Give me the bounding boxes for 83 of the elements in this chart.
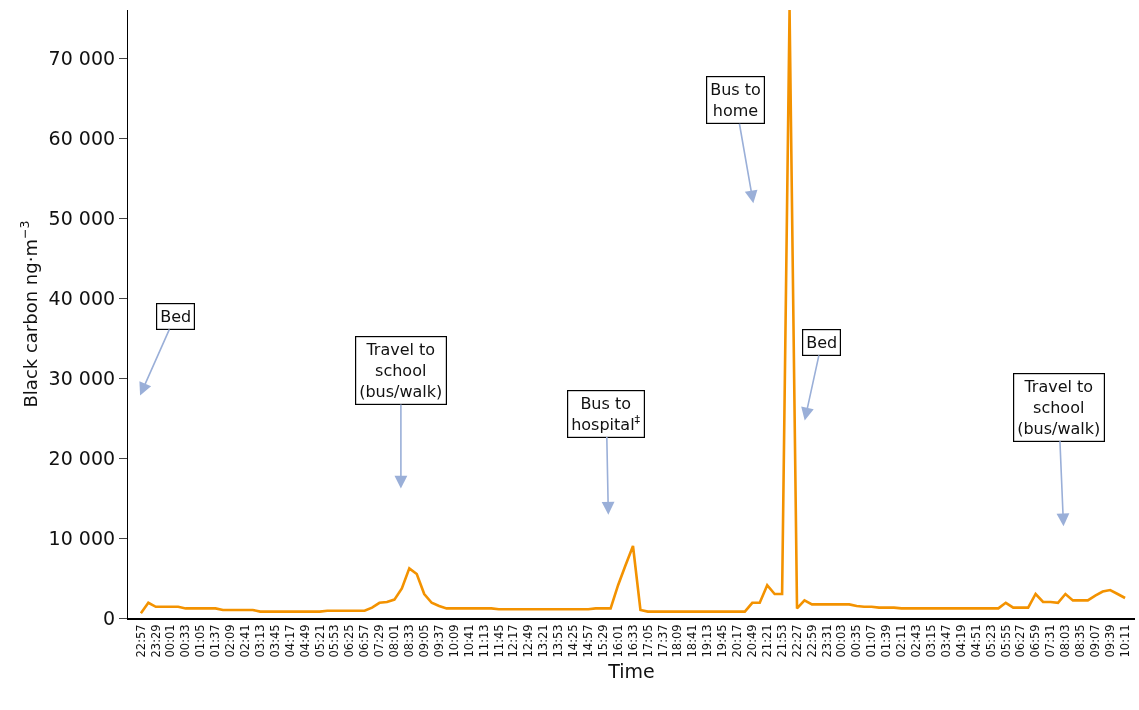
- x-axis-title: Time: [607, 659, 655, 682]
- x-tick-label: 08:35: [1073, 624, 1088, 658]
- x-tick-label: 04:19: [953, 624, 968, 658]
- x-tick-label: 19:45: [715, 624, 730, 658]
- x-tick-label: 16:01: [610, 624, 625, 658]
- x-tick-label: 00:03: [834, 624, 849, 658]
- annotation: Bed: [806, 333, 838, 353]
- annotation: Travel to school (bus/walk): [359, 340, 443, 401]
- x-tick-label: 20:17: [730, 624, 745, 658]
- x-tick-label: 21:21: [759, 624, 774, 658]
- x-tick-label: 17:05: [640, 624, 655, 658]
- x-tick-label: 02:41: [238, 624, 253, 658]
- x-tick-label: 17:37: [655, 624, 670, 658]
- y-tick-label: 20 000: [48, 446, 116, 469]
- x-tick-label: 22:27: [789, 624, 804, 658]
- x-tick-label: 06:59: [1028, 624, 1043, 658]
- y-tick-label: 40 000: [48, 286, 116, 309]
- x-tick-label: 18:41: [685, 624, 700, 658]
- x-tick-label: 00:33: [178, 624, 193, 658]
- x-tick-label: 03:13: [252, 624, 267, 658]
- x-tick-label: 02:43: [909, 624, 924, 658]
- x-tick-label: 08:01: [387, 624, 402, 658]
- x-tick-label: 14:25: [566, 624, 581, 658]
- x-tick-label: 03:45: [267, 624, 282, 658]
- x-tick-label: 05:55: [998, 624, 1013, 658]
- x-tick-label: 00:01: [163, 624, 178, 658]
- annotation: Travel to school (bus/walk): [1017, 377, 1101, 438]
- x-tick-label: 12:49: [521, 624, 536, 658]
- x-tick-label: 18:09: [670, 624, 685, 658]
- line-series: [139, 10, 1127, 615]
- x-tick-label: 07:31: [1043, 624, 1058, 658]
- x-tick-label: 01:39: [879, 624, 894, 658]
- x-tick-label: 02:11: [894, 624, 909, 658]
- y-tick-label: 0: [103, 606, 116, 629]
- y-tick-label: 50 000: [48, 206, 116, 229]
- x-tick-label: 09:37: [431, 624, 446, 658]
- x-tick-label: 08:03: [1058, 624, 1073, 658]
- x-tick-label: 19:13: [700, 624, 715, 658]
- x-tick-label: 04:49: [297, 624, 312, 658]
- x-tick-label: 22:57: [133, 624, 148, 658]
- x-tick-label: 12:17: [506, 624, 521, 658]
- annotation: Bed: [160, 307, 192, 327]
- x-tick-label: 01:37: [208, 624, 223, 658]
- x-tick-label: 02:09: [223, 624, 238, 658]
- x-tick-label: 06:27: [1013, 624, 1028, 658]
- x-tick-label: 04:51: [968, 624, 983, 658]
- x-tick-label: 13:53: [551, 624, 566, 658]
- x-tick-label: 11:13: [476, 624, 491, 658]
- y-tick-label: 10 000: [48, 526, 116, 549]
- x-tick-label: 05:23: [983, 624, 998, 658]
- annotation: Bus to home: [710, 80, 761, 120]
- x-tick-label: 07:29: [372, 624, 387, 658]
- annotation: Bus to hospital$^{‡}$: [571, 394, 641, 434]
- x-tick-label: 11:45: [491, 624, 506, 658]
- y-tick-label: 60 000: [48, 126, 116, 149]
- x-tick-label: 03:47: [938, 624, 953, 658]
- x-tick-label: 03:15: [923, 624, 938, 658]
- x-tick-label: 08:33: [402, 624, 417, 658]
- x-tick-label: 20:49: [745, 624, 760, 658]
- x-tick-label: 06:25: [342, 624, 357, 658]
- x-tick-label: 09:07: [1088, 624, 1102, 658]
- x-tick-label: 15:29: [595, 624, 610, 658]
- x-tick-label: 05:53: [327, 624, 342, 658]
- x-tick-label: 10:09: [446, 624, 461, 658]
- x-tick-label: 10:41: [461, 624, 476, 658]
- x-tick-label: 00:35: [849, 624, 864, 658]
- y-tick-label: 70 000: [48, 46, 116, 69]
- x-tick-label: 09:39: [1102, 624, 1117, 658]
- x-tick-label: 13:21: [536, 624, 551, 658]
- x-tick-label: 23:31: [819, 624, 834, 658]
- x-tick-label: 04:17: [282, 624, 297, 658]
- x-tick-label: 06:57: [357, 624, 372, 658]
- x-tick-label: 22:59: [804, 624, 819, 658]
- x-tick-label: 10:11: [1117, 624, 1132, 658]
- y-tick-label: 30 000: [48, 366, 116, 389]
- x-tick-label: 01:07: [864, 624, 879, 658]
- x-tick-label: 16:33: [625, 624, 640, 658]
- x-tick-label: 05:21: [312, 624, 327, 658]
- x-tick-label: 21:53: [774, 624, 789, 658]
- x-tick-label: 09:05: [416, 624, 431, 658]
- x-tick-label: 14:57: [580, 624, 595, 658]
- x-tick-label: 23:29: [148, 624, 163, 658]
- x-tick-label: 01:05: [193, 624, 208, 658]
